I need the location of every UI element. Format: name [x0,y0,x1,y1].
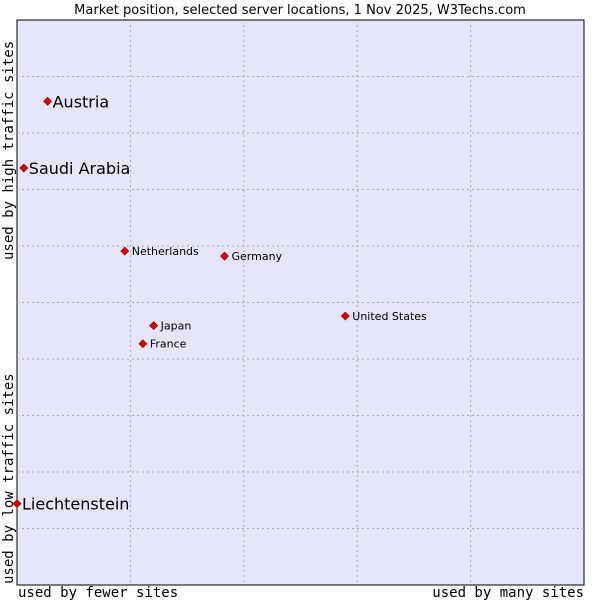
point-label: Germany [232,250,283,263]
point-liechtenstein: Liechtenstein [12,495,129,514]
point-france: France [138,338,187,351]
point-marker [138,339,148,349]
point-marker [220,251,229,261]
point-marker [149,321,159,331]
point-label: France [150,338,187,351]
plot-area [16,19,585,586]
point-label: Japan [160,320,192,333]
y-axis-label-low: used by low traffic sites [1,373,17,584]
point-germany: Germany [220,250,283,263]
point-label: Austria [53,92,110,111]
point-marker [120,246,130,256]
y-axis-label-high: used by high traffic sites [1,41,17,260]
point-netherlands: Netherlands [120,245,199,258]
point-label: United States [352,310,427,323]
point-marker [12,499,22,509]
point-label: Liechtenstein [22,495,129,514]
data-points: Austria Saudi Arabia Netherlands Germany Uni… [12,92,427,514]
point-label: Netherlands [132,245,199,258]
point-label: Saudi Arabia [29,159,131,178]
point-japan: Japan [149,320,192,333]
grid-lines [17,20,584,585]
x-axis-label-left: used by fewer sites [18,585,178,600]
point-marker [19,163,29,173]
chart-title: Market position, selected server locatio… [74,3,526,18]
point-marker [43,96,53,106]
point-austria: Austria [43,92,110,111]
point-united-states: United States [340,310,427,323]
point-marker [340,311,350,321]
point-saudi-arabia: Saudi Arabia [19,159,131,178]
x-axis-label-right: used by many sites [432,585,584,600]
